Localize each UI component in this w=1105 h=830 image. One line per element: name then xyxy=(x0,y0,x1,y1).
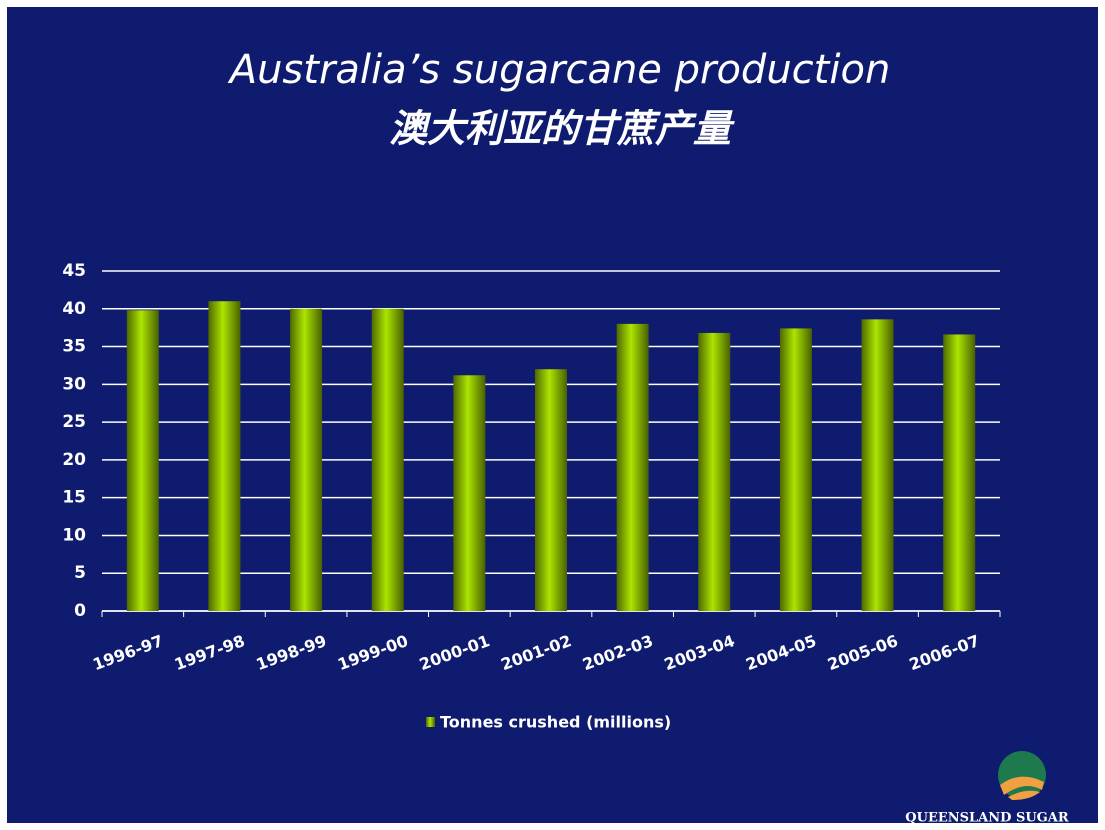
logo-swoosh xyxy=(1000,776,1044,795)
bar xyxy=(779,328,812,611)
y-tick-label: 45 xyxy=(62,261,86,281)
bar xyxy=(208,301,241,611)
y-tick-label: 10 xyxy=(62,525,86,545)
legend-label: Tonnes crushed (millions) xyxy=(440,713,671,732)
bar xyxy=(861,319,894,611)
y-tick-label: 15 xyxy=(62,488,86,508)
bar xyxy=(616,323,649,611)
logo: QUEENSLAND SUGAR xyxy=(905,751,1069,826)
y-tick-label: 25 xyxy=(62,412,86,432)
bar xyxy=(943,334,976,611)
bar xyxy=(290,308,323,611)
chart-subtitle: 澳大利亚的甘蔗产量 xyxy=(389,107,735,151)
bar xyxy=(698,332,731,611)
y-tick-label: 35 xyxy=(62,337,86,357)
logo-text: QUEENSLAND SUGAR xyxy=(905,811,1069,826)
bar xyxy=(371,308,404,611)
legend-swatch xyxy=(426,717,435,727)
y-tick-label: 30 xyxy=(62,374,86,394)
bar xyxy=(453,375,486,611)
y-tick-label: 40 xyxy=(62,299,86,319)
logo-swoosh xyxy=(1008,790,1040,800)
y-tick-label: 20 xyxy=(62,450,86,470)
y-tick-label: 5 xyxy=(74,563,86,583)
bar xyxy=(535,369,567,611)
bar xyxy=(126,310,159,611)
chart-title: Australia’s sugarcane production xyxy=(227,47,891,93)
y-tick-label: 0 xyxy=(74,601,86,621)
